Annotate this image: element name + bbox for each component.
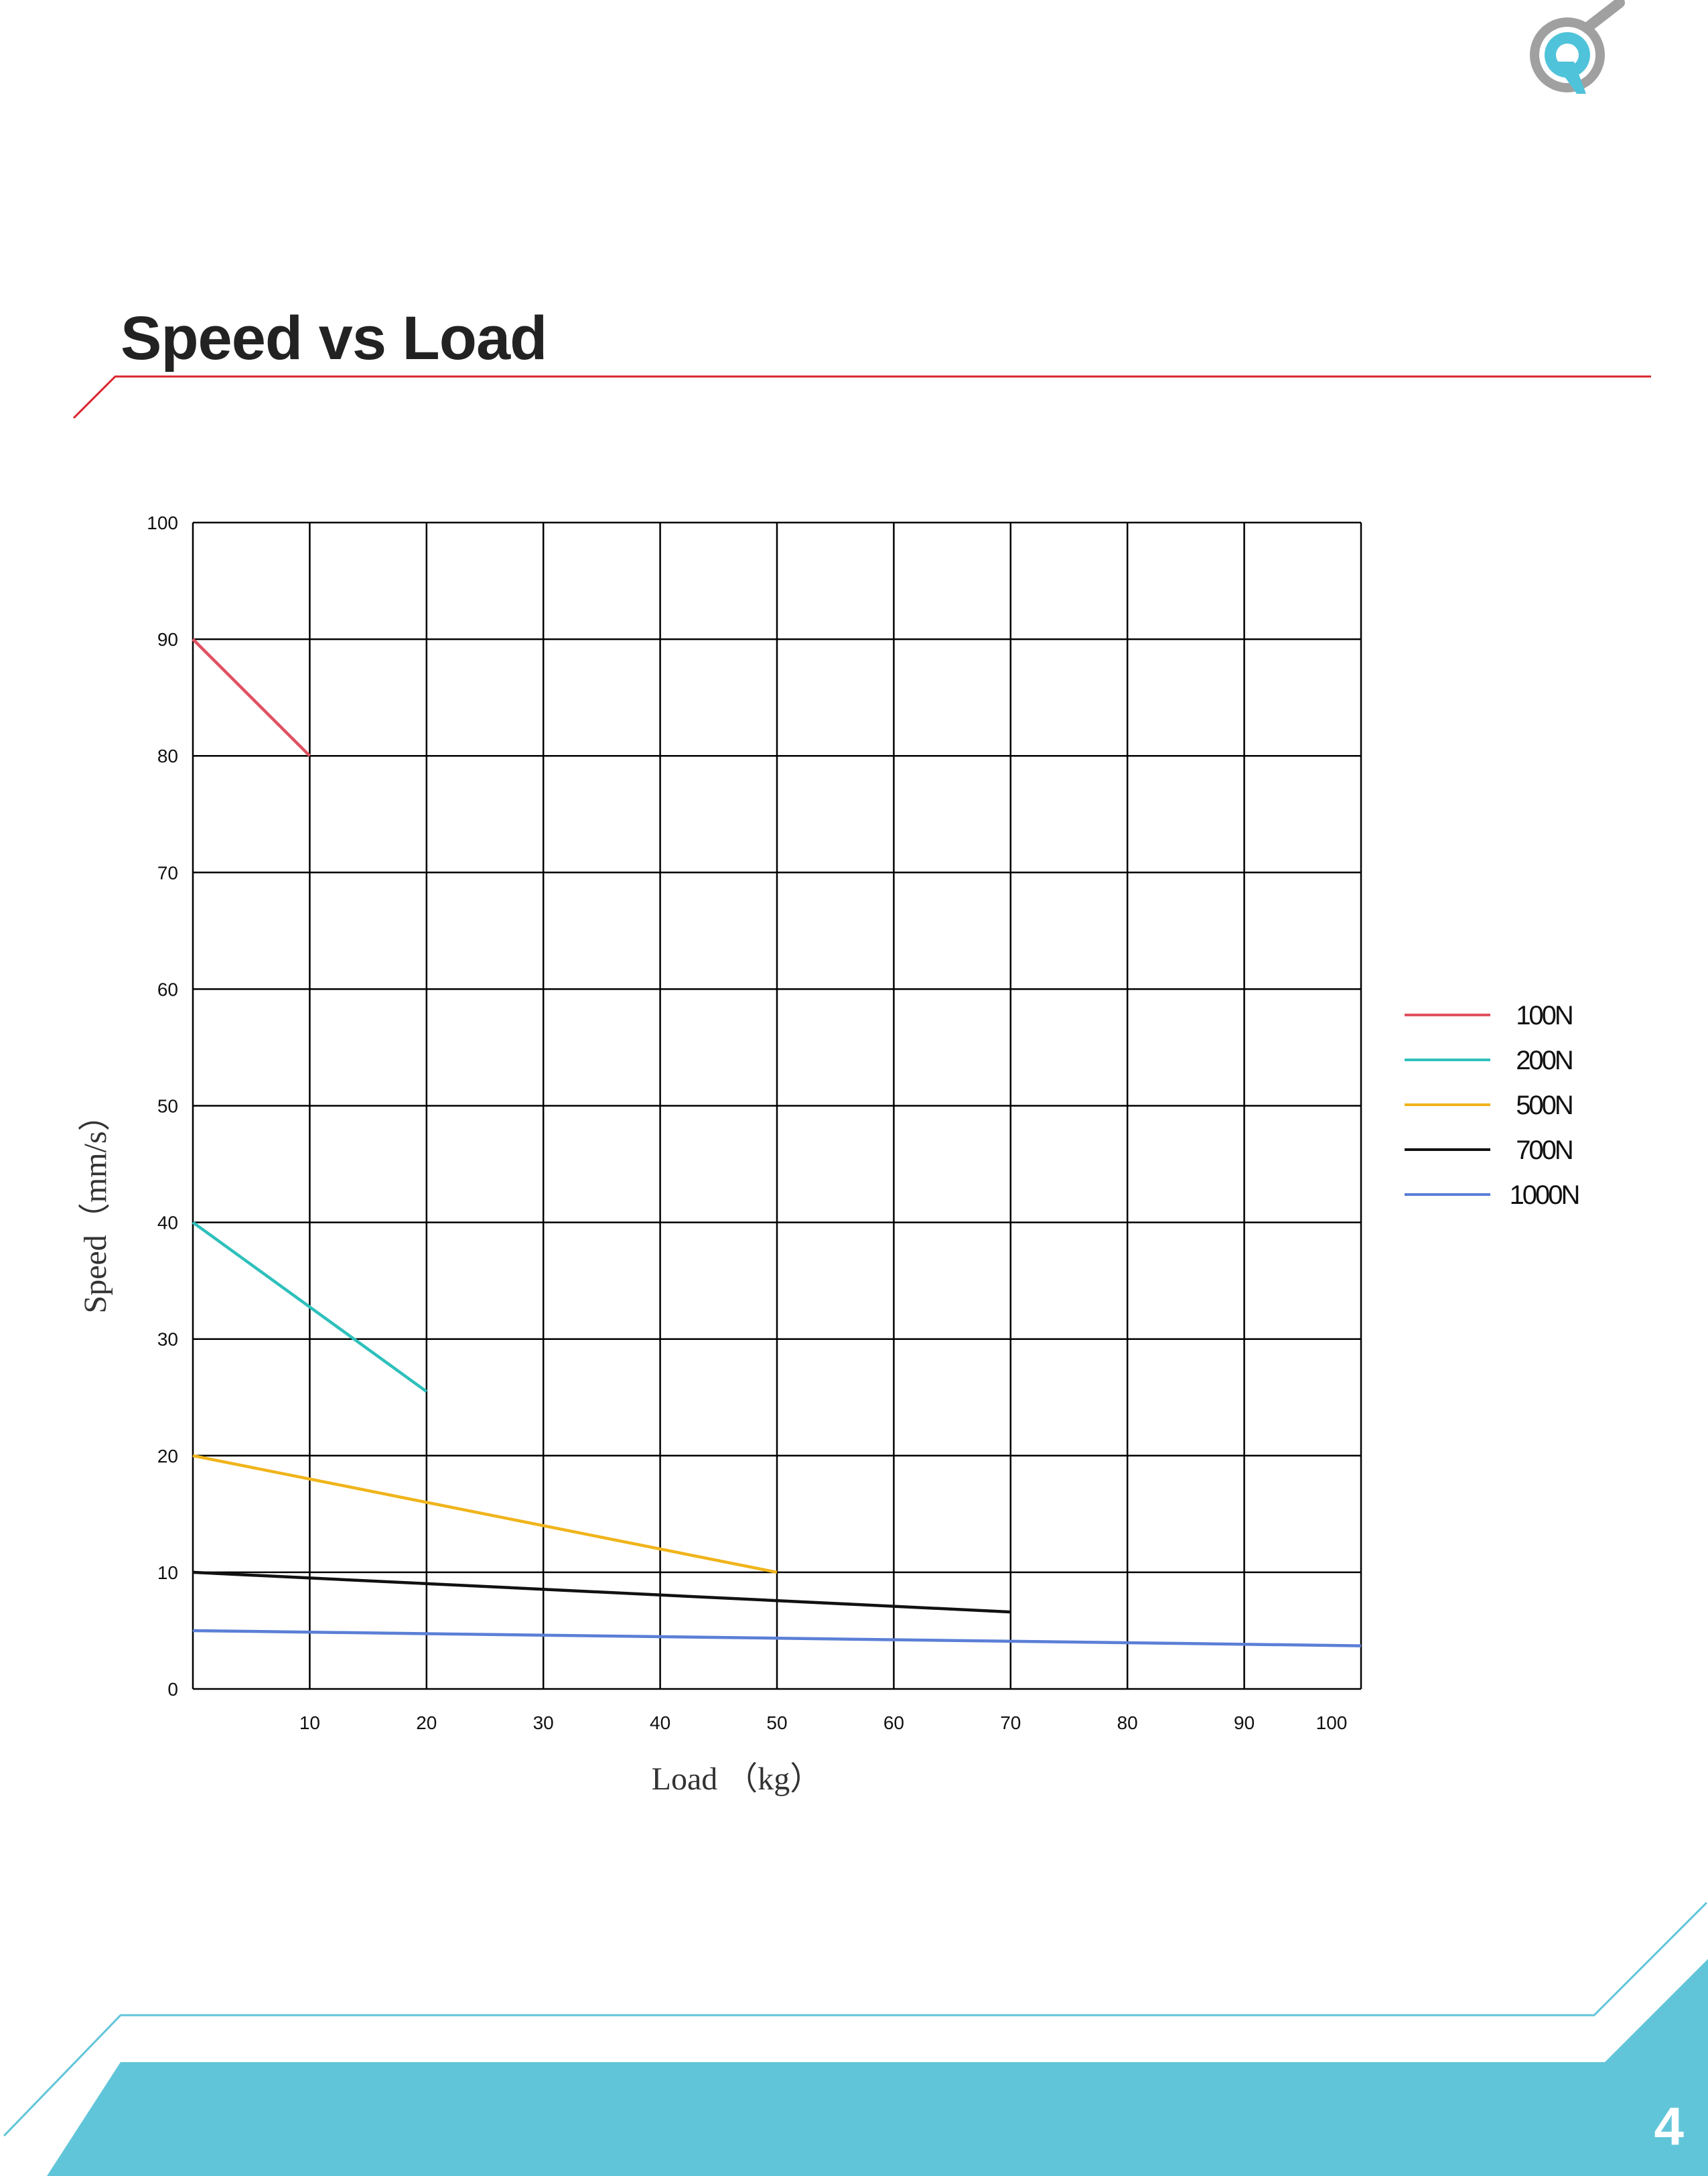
y-tick-label: 50 [157, 1096, 178, 1117]
magnifier-logo-icon [1530, 0, 1625, 94]
y-tick-label: 20 [157, 1446, 178, 1467]
series-line-500n [192, 1454, 778, 1574]
x-tick-label: 60 [883, 1712, 904, 1733]
x-tick-label: 80 [1117, 1712, 1138, 1733]
y-tick-label: 100 [147, 513, 178, 533]
page-number: 4 [1654, 2096, 1685, 2156]
speed-load-chart: 0 10 20 30 40 50 60 70 80 90 100 10 20 30 40 50 60 70 80 90… [78, 513, 1581, 1797]
page-title: Speed vs Load [121, 304, 547, 372]
series-line-700n [192, 1570, 1011, 1614]
x-tick-label: 30 [533, 1712, 554, 1733]
y-tick-label: 60 [157, 979, 178, 1000]
legend-label-200n: 200N [1516, 1046, 1572, 1075]
x-tick-label: 20 [416, 1712, 437, 1733]
y-tick-label: 80 [157, 746, 178, 766]
x-tick-label: 100 [1316, 1712, 1348, 1733]
x-tick-label: 40 [650, 1712, 670, 1733]
x-tick-label: 70 [1000, 1712, 1021, 1733]
y-tick-label: 0 [167, 1679, 178, 1700]
series-line-1000n [192, 1629, 1362, 1647]
footer-band [3, 1901, 1708, 2176]
title-underline [72, 375, 1651, 419]
legend-label-1000n: 1000N [1510, 1180, 1579, 1210]
legend-label-700n: 700N [1516, 1136, 1572, 1165]
y-tick-label: 70 [157, 862, 178, 883]
y-tick-label: 90 [157, 629, 178, 650]
x-tick-label: 90 [1234, 1712, 1255, 1733]
y-tick-label: 40 [157, 1213, 178, 1233]
y-axis-label: Speed（mm/s） [78, 1099, 113, 1314]
x-axis-label: Load （kg） [652, 1761, 823, 1797]
x-tick-label: 50 [766, 1712, 787, 1733]
series-line-100n [192, 638, 311, 757]
series-line-200n [192, 1221, 428, 1393]
legend-label-500n: 500N [1516, 1091, 1572, 1120]
y-tick-label: 30 [157, 1329, 178, 1350]
legend-label-100n: 100N [1516, 1001, 1572, 1030]
x-tick-label: 10 [299, 1712, 320, 1733]
y-tick-label: 10 [157, 1562, 178, 1583]
